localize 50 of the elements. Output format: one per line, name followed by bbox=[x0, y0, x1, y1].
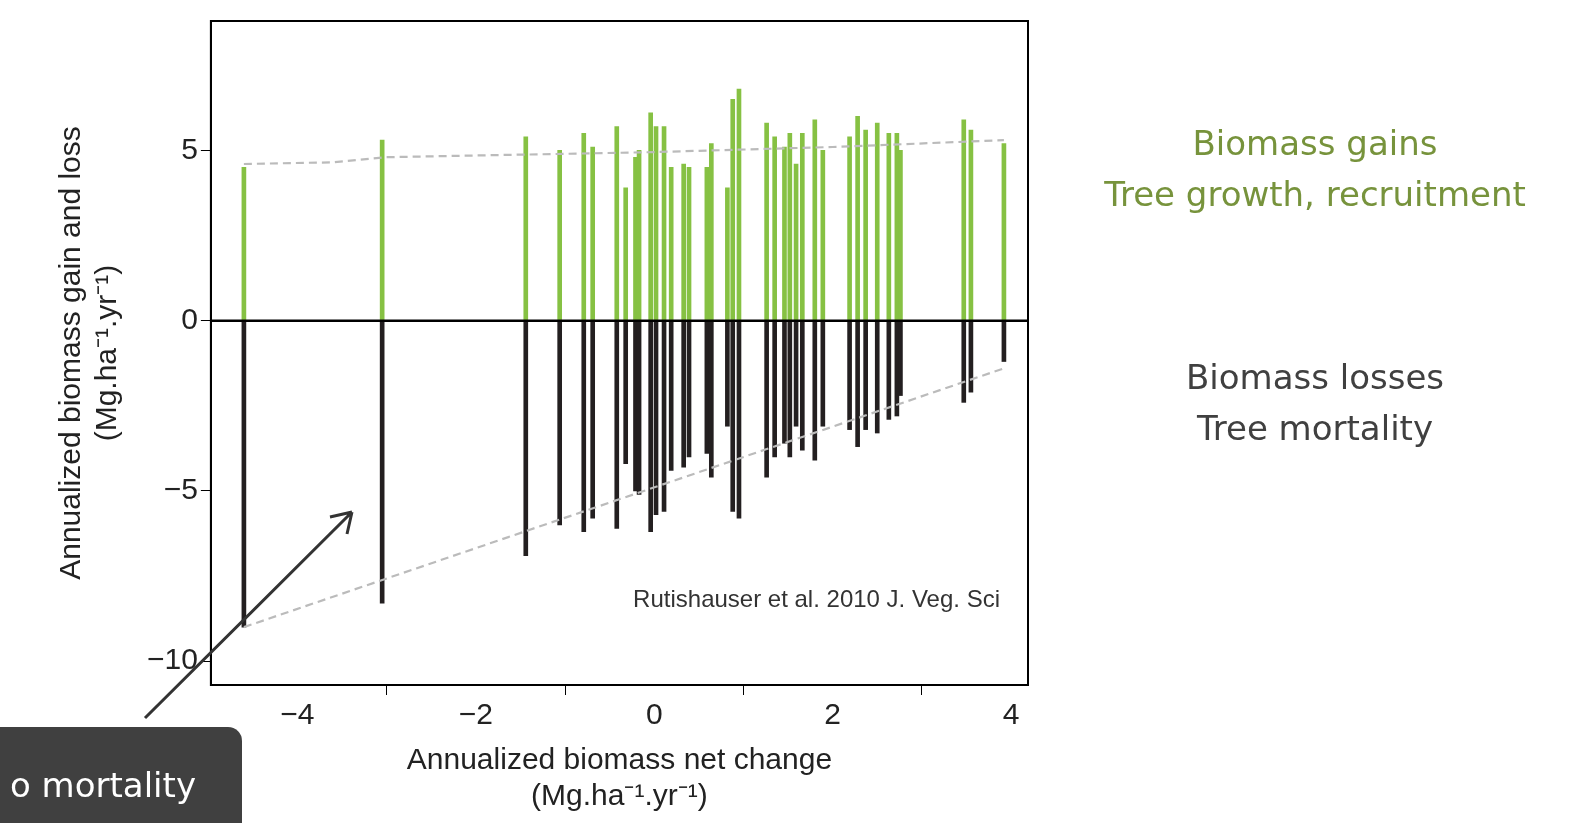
bar bbox=[668, 320, 674, 471]
bar bbox=[874, 320, 880, 434]
bar bbox=[764, 320, 769, 478]
bar bbox=[668, 167, 674, 321]
y-tick-label: 0 bbox=[181, 301, 198, 335]
x-axis-title: Annualized biomass net change (Mg.ha⁻¹.yr⁻¹) bbox=[406, 742, 833, 812]
x-tick-label: −2 bbox=[458, 697, 493, 731]
bar bbox=[961, 320, 967, 403]
bar bbox=[847, 320, 852, 430]
bar bbox=[590, 146, 596, 321]
bar bbox=[772, 136, 777, 321]
bar bbox=[874, 122, 880, 321]
line-series bbox=[242, 139, 1006, 166]
text: Biomass gains Tree growth, recruitment bbox=[1103, 122, 1527, 216]
bar bbox=[614, 320, 620, 529]
bar bbox=[709, 320, 714, 478]
bar bbox=[863, 129, 868, 321]
y-tick-label: −10 bbox=[147, 642, 198, 676]
bar bbox=[772, 320, 777, 458]
x-tick-label: 0 bbox=[645, 697, 663, 731]
bar bbox=[863, 320, 868, 430]
bar bbox=[709, 143, 714, 321]
x-tick-label: 2 bbox=[824, 697, 841, 731]
bar bbox=[847, 136, 852, 321]
bar bbox=[623, 320, 629, 464]
bar bbox=[812, 320, 818, 461]
x-tick-label: −4 bbox=[280, 697, 315, 731]
bar bbox=[623, 187, 629, 321]
bar bbox=[799, 320, 805, 451]
bar bbox=[557, 320, 563, 526]
bar bbox=[581, 133, 587, 321]
bar bbox=[855, 320, 860, 447]
bar bbox=[590, 320, 596, 519]
bar bbox=[557, 150, 563, 321]
bar bbox=[855, 116, 860, 321]
bar bbox=[581, 320, 587, 533]
bar bbox=[614, 126, 620, 321]
y-tick-label: −5 bbox=[163, 472, 198, 506]
y-tick-label: 5 bbox=[181, 131, 198, 165]
text: o mortality bbox=[0, 727, 242, 823]
bar bbox=[812, 119, 818, 321]
bar bbox=[961, 119, 967, 321]
bar bbox=[764, 122, 769, 321]
annotation: Rutishauser et al. 2010 J. Veg. Sci bbox=[632, 585, 1000, 614]
x-tick-label: 4 bbox=[1002, 697, 1020, 731]
bar bbox=[523, 136, 529, 321]
text: Biomass losses Tree mortality bbox=[1184, 356, 1446, 450]
bar bbox=[799, 133, 805, 321]
bar bbox=[523, 320, 529, 556]
y-axis-title: Annualized biomass gain and loss (Mg.ha⁻¹.yr⁻¹) bbox=[53, 126, 123, 580]
